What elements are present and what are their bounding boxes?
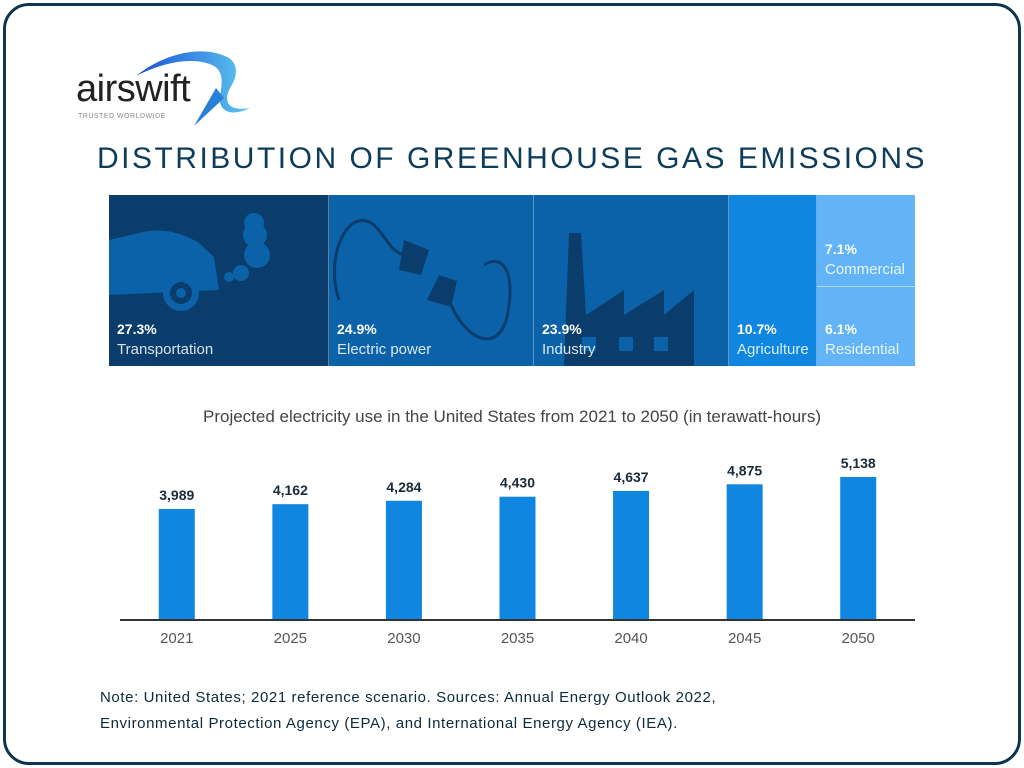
x-tick-label: 2050 xyxy=(842,630,875,647)
frame-border xyxy=(3,3,1021,765)
percent: 10.7% xyxy=(737,321,777,337)
electricity-bar-chart: 3,989 2021 4,162 2025 4,284 2030 4,430 2035 4,63… xyxy=(120,455,915,647)
swift-bird-icon xyxy=(136,51,250,126)
x-tick-label: 2021 xyxy=(160,630,193,647)
percent: 23.9% xyxy=(542,321,582,337)
percent: 6.1% xyxy=(825,321,857,337)
source-note: Note: United States; 2021 reference scen… xyxy=(100,685,716,737)
percent: 7.1% xyxy=(825,241,857,257)
bar xyxy=(613,490,650,620)
x-tick-label: 2040 xyxy=(614,630,647,647)
data-label: 4,637 xyxy=(614,469,649,485)
data-label: 3,989 xyxy=(159,487,194,503)
chart-title: Projected electricity use in the United … xyxy=(203,407,821,426)
percent: 24.9% xyxy=(337,321,377,337)
x-tick-label: 2045 xyxy=(728,630,761,647)
data-label: 4,162 xyxy=(273,482,308,498)
label: Industry xyxy=(542,341,596,358)
bar xyxy=(840,477,877,620)
data-label: 4,875 xyxy=(727,462,762,478)
x-tick-label: 2025 xyxy=(274,630,307,647)
car-exhaust-icon xyxy=(109,213,270,311)
note-line-2: Environmental Protection Agency (EPA), a… xyxy=(100,715,678,732)
label: Commercial xyxy=(825,261,906,278)
bar xyxy=(385,500,422,620)
data-label: 5,138 xyxy=(841,455,876,471)
x-tick-label: 2035 xyxy=(501,630,534,647)
factory-icon xyxy=(564,233,694,366)
note-line-1: Note: United States; 2021 reference scen… xyxy=(100,689,717,706)
cell-electric-power: 24.9% Electric power xyxy=(329,195,534,366)
logo-wordmark: airswift xyxy=(76,68,191,110)
plug-icon xyxy=(333,219,512,341)
cell-residential: 6.1% Residential xyxy=(817,287,915,366)
logo-tagline: TRUSTED WORLDWIDE xyxy=(78,113,166,120)
bar xyxy=(272,504,309,620)
data-label: 4,430 xyxy=(500,475,535,491)
cell-transportation: 27.3% Transportation xyxy=(109,195,329,366)
cell-agriculture: 10.7% Agriculture xyxy=(729,195,817,366)
label: Residential xyxy=(825,341,900,358)
emissions-treemap: 27.3% Transportation 24.9% Electric powe… xyxy=(109,195,915,366)
airswift-logo: airswift TRUSTED WORLDWIDE xyxy=(74,48,264,128)
bar xyxy=(158,508,195,620)
percent: 27.3% xyxy=(117,321,157,337)
label: Transportation xyxy=(117,341,214,358)
x-tick-label: 2030 xyxy=(387,630,420,647)
data-label: 4,284 xyxy=(386,479,421,495)
bar xyxy=(499,496,536,620)
cell-commercial: 7.1% Commercial xyxy=(817,195,915,287)
bar xyxy=(726,484,763,620)
label: Agriculture xyxy=(737,341,809,358)
page-title: DISTRIBUTION OF GREENHOUSE GAS EMISSIONS xyxy=(96,142,928,175)
cell-industry: 23.9% Industry xyxy=(534,195,729,366)
label: Electric power xyxy=(337,341,432,358)
